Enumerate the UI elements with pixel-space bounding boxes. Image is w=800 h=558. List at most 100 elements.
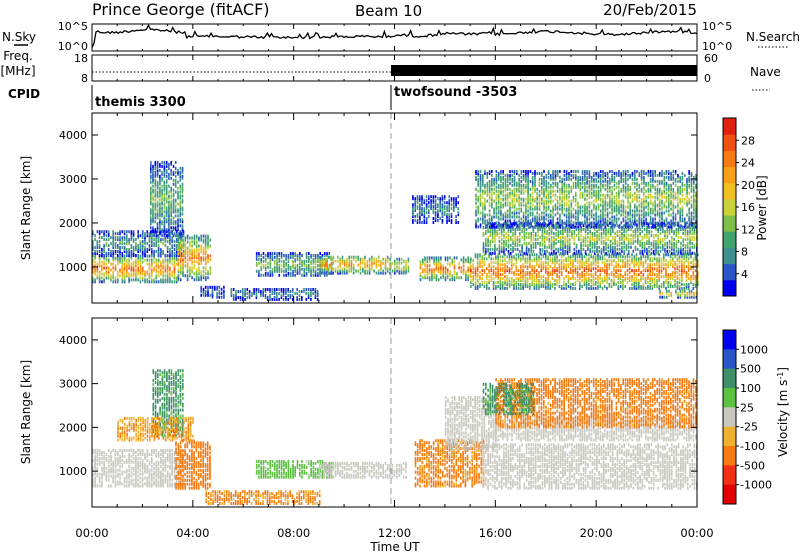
- power-cell: [639, 240, 641, 243]
- power-cell: [247, 296, 249, 299]
- power-cell: [376, 272, 378, 275]
- power-cell: [500, 277, 502, 280]
- power-cell: [103, 254, 105, 257]
- power-cell: [581, 271, 583, 274]
- nave-tick-bottom: 0: [704, 72, 711, 85]
- power-cell: [688, 277, 690, 280]
- power-cell: [500, 218, 502, 221]
- power-cell: [630, 234, 632, 237]
- power-cell: [380, 260, 382, 263]
- power-cell: [180, 185, 182, 188]
- power-cell: [496, 186, 498, 189]
- power-cell: [561, 285, 563, 288]
- power-cell: [438, 256, 440, 259]
- power-cell: [182, 183, 184, 186]
- power-cell: [451, 219, 453, 222]
- power-cell: [180, 224, 182, 227]
- power-cell: [495, 271, 497, 274]
- power-cell: [119, 274, 121, 277]
- power-cell: [509, 267, 511, 270]
- power-cell: [420, 272, 422, 275]
- power-cell: [585, 224, 587, 227]
- power-cell: [97, 263, 99, 266]
- power-cell: [593, 273, 595, 276]
- power-cell: [491, 216, 493, 219]
- power-cell: [110, 242, 112, 245]
- power-cell: [510, 244, 512, 247]
- power-cell: [251, 292, 253, 295]
- power-cell: [149, 259, 151, 262]
- power-cell: [577, 259, 579, 262]
- power-cell: [458, 262, 460, 265]
- power-cell: [210, 239, 212, 242]
- power-cell: [267, 266, 269, 269]
- power-cell: [574, 252, 576, 255]
- power-cell: [442, 264, 444, 267]
- power-cell: [475, 210, 477, 213]
- power-cell: [489, 218, 491, 221]
- power-cell: [585, 250, 587, 253]
- power-cell: [500, 184, 502, 187]
- power-cell: [178, 249, 180, 252]
- power-cell: [339, 270, 341, 273]
- power-cell: [559, 285, 561, 288]
- power-cell: [687, 230, 689, 233]
- power-cell: [609, 259, 611, 262]
- power-cell: [103, 267, 105, 270]
- power-cell: [119, 257, 121, 260]
- power-cell: [614, 246, 616, 249]
- power-cell: [187, 258, 189, 261]
- power-cell: [310, 254, 312, 257]
- power-cell: [173, 226, 175, 229]
- power-cell: [518, 216, 520, 219]
- power-cell: [672, 257, 674, 260]
- power-cell: [626, 244, 628, 247]
- power-cell: [627, 269, 629, 272]
- power-cell: [619, 234, 621, 237]
- power-cell: [569, 234, 571, 237]
- power-cell: [521, 198, 523, 201]
- power-cell: [660, 238, 662, 241]
- power-cell: [485, 238, 487, 241]
- power-cell: [518, 174, 520, 177]
- power-cell: [269, 294, 271, 297]
- nave-block-series: [391, 65, 697, 76]
- power-cell: [175, 175, 177, 178]
- power-cell: [568, 255, 570, 258]
- power-cell: [667, 250, 669, 253]
- power-cell: [531, 265, 533, 268]
- power-cell: [504, 263, 506, 266]
- power-cell: [433, 217, 435, 220]
- power-cell: [502, 170, 504, 173]
- power-cell: [670, 281, 672, 284]
- power-cell: [137, 244, 139, 247]
- power-cell: [629, 271, 631, 274]
- power-cell: [609, 273, 611, 276]
- power-cell: [518, 194, 520, 197]
- power-cell: [182, 207, 184, 210]
- power-cell: [169, 267, 171, 270]
- power-cell: [497, 281, 499, 284]
- power-cell: [115, 236, 117, 239]
- power-cell: [523, 170, 525, 173]
- power-cell: [676, 250, 678, 253]
- power-cell: [170, 195, 172, 198]
- power-cell: [667, 242, 669, 245]
- power-cell: [155, 228, 157, 231]
- power-cell: [653, 234, 655, 237]
- power-cell: [315, 254, 317, 257]
- power-cell: [310, 266, 312, 269]
- power-cell: [115, 257, 117, 260]
- power-cell: [166, 169, 168, 172]
- power-cell: [475, 202, 477, 205]
- power-cell: [537, 234, 539, 237]
- power-cell: [671, 252, 673, 255]
- power-cell: [521, 244, 523, 247]
- power-cell: [115, 265, 117, 268]
- power-cell: [589, 248, 591, 251]
- power-cell: [516, 265, 518, 268]
- power-cell: [119, 246, 121, 249]
- power-cell: [428, 215, 430, 218]
- power-cell: [669, 250, 671, 253]
- power-cell: [505, 219, 507, 222]
